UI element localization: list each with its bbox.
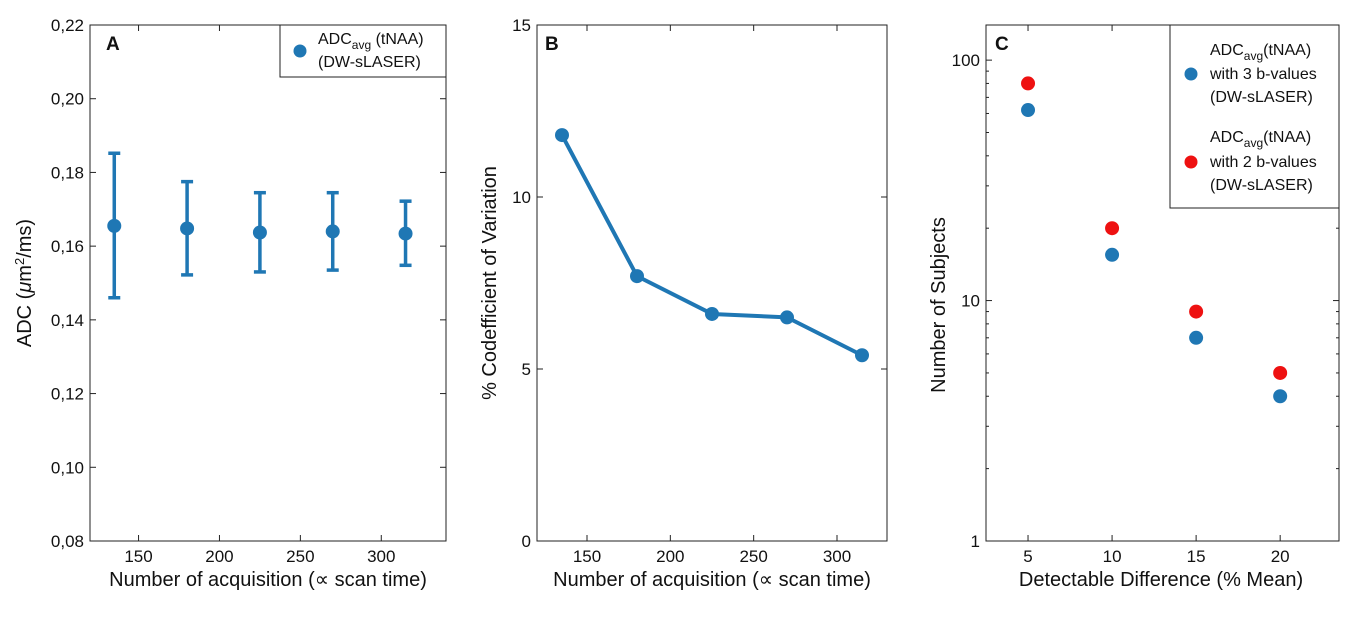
panel-c-marks — [1021, 76, 1288, 404]
panel-b-y-tick-label: 0 — [522, 532, 531, 551]
panel-a-x-tick-label: 300 — [367, 547, 395, 566]
data-point — [398, 226, 413, 241]
panel-b-frame — [536, 24, 888, 542]
panel-a: 150 200 250 300 0,08 0,10 0,12 0,14 0,16 0,18 0,20… — [12, 16, 447, 591]
panel-a-y-tick-label: 0,10 — [51, 458, 84, 477]
panel-c-legend-1-line3: (DW-sLASER) — [1210, 89, 1313, 106]
panel-a-y-tick-label: 0,14 — [51, 311, 84, 330]
panel-c-legend-2-line2: with 2 b-values — [1209, 154, 1317, 171]
panel-a-frame — [89, 24, 447, 542]
panel-c-legend-2-line3: (DW-sLASER) — [1210, 177, 1313, 194]
panel-b-y-tick-label: 5 — [522, 360, 531, 379]
data-point — [325, 224, 340, 239]
panel-a-legend-box — [279, 24, 447, 78]
panel-a-legend: ADCavg (tNAA) (DW-sLASER) — [279, 24, 447, 78]
panel-a-y-tick-label: 0,16 — [51, 237, 84, 256]
panel-b-marks — [555, 128, 869, 363]
panel-b-y-tick-label: 10 — [512, 188, 531, 207]
panel-a-y-tick-label: 0,20 — [51, 90, 84, 109]
data-point — [705, 306, 719, 321]
panel-b-x-tick-label: 300 — [823, 547, 851, 566]
data-point-3b — [1189, 330, 1204, 345]
panel-a-legend-line2: (DW-sLASER) — [318, 54, 421, 71]
panel-b-y-tick-label: 15 — [512, 16, 531, 35]
panel-c-y-axis-label: Number of Subjects — [928, 217, 950, 393]
data-point-2b — [1273, 365, 1288, 380]
data-point-2b — [1189, 304, 1204, 319]
panel-a-x-tick-label: 150 — [124, 547, 152, 566]
panel-c-ticks: 5 10 15 20 1 10 100 — [952, 25, 1339, 566]
panel-a-x-tick-label: 250 — [286, 547, 314, 566]
panel-b-x-tick-label: 150 — [573, 547, 601, 566]
data-point-2b — [1021, 76, 1036, 91]
data-point — [780, 310, 794, 325]
panel-c-y-tick-label: 1 — [971, 532, 980, 551]
panel-a-marks — [107, 151, 413, 300]
panel-c-y-tick-label: 10 — [961, 292, 980, 311]
panel-c-frame — [985, 24, 1340, 542]
panel-b-ticks: 150 200 250 300 0 5 10 15 — [512, 16, 887, 566]
panel-c-legend: ADCavg(tNAA) with 3 b-values (DW-sLASER)… — [1169, 24, 1340, 209]
panel-b: 150 200 250 300 0 5 10 15 B Number of acquisiti… — [479, 16, 888, 591]
data-point — [855, 348, 869, 363]
panel-c-x-axis-label: Detectable Difference (% Mean) — [1019, 569, 1303, 591]
panel-b-letter: B — [545, 34, 559, 55]
panel-a-ticks: 150 200 250 300 0,08 0,10 0,12 0,14 0,16 0,18 0,20… — [51, 16, 446, 566]
panel-c-x-tick-label: 15 — [1187, 547, 1206, 566]
panel-b-x-tick-label: 250 — [739, 547, 767, 566]
panel-a-y-tick-label: 0,12 — [51, 385, 84, 404]
panel-c-x-tick-label: 5 — [1023, 547, 1032, 566]
panel-c-legend-1-line1: ADCavg(tNAA) — [1210, 42, 1311, 63]
data-point — [630, 269, 644, 284]
panel-c-legend-box — [1169, 24, 1340, 209]
panel-a-y-tick-label: 0,22 — [51, 16, 84, 35]
panel-b-y-axis-label: % Codefficient of Variation — [479, 166, 501, 400]
panel-a-letter: A — [106, 34, 120, 55]
panel-b-x-tick-label: 200 — [656, 547, 684, 566]
data-point — [107, 218, 122, 233]
panel-b-x-axis-label: Number of acquisition (∝ scan time) — [553, 569, 871, 591]
data-point — [555, 128, 569, 143]
panel-c-legend-marker-blue — [1184, 67, 1198, 81]
panel-a-y-axis-label: ADC (μm2/ms) — [12, 219, 37, 347]
panel-a-y-tick-label: 0,18 — [51, 163, 84, 182]
panel-c-legend-marker-red — [1184, 155, 1198, 169]
panel-a-legend-line1: ADCavg (tNAA) — [318, 31, 424, 52]
panel-c-x-tick-label: 20 — [1271, 547, 1290, 566]
panel-a-x-tick-label: 200 — [205, 547, 233, 566]
panel-c-x-tick-label: 10 — [1103, 547, 1122, 566]
panel-a-y-tick-label: 0,08 — [51, 532, 84, 551]
panel-a-x-axis-label: Number of acquisition (∝ scan time) — [109, 569, 427, 591]
panel-c-y-tick-label: 100 — [952, 51, 980, 70]
panel-a-legend-marker — [293, 44, 307, 58]
data-point — [252, 225, 267, 240]
series-line — [560, 134, 863, 358]
panel-c: 5 10 15 20 1 10 100 C Detectable Difference (%… — [928, 24, 1340, 591]
data-point-2b — [1105, 221, 1120, 236]
panel-c-legend-2-line1: ADCavg(tNAA) — [1210, 129, 1311, 150]
data-point — [180, 221, 195, 236]
data-point-3b — [1021, 103, 1036, 118]
data-point-3b — [1105, 247, 1120, 262]
panel-c-legend-1-line2: with 3 b-values — [1209, 66, 1317, 83]
panel-c-letter: C — [995, 34, 1009, 55]
data-point-3b — [1273, 389, 1288, 404]
